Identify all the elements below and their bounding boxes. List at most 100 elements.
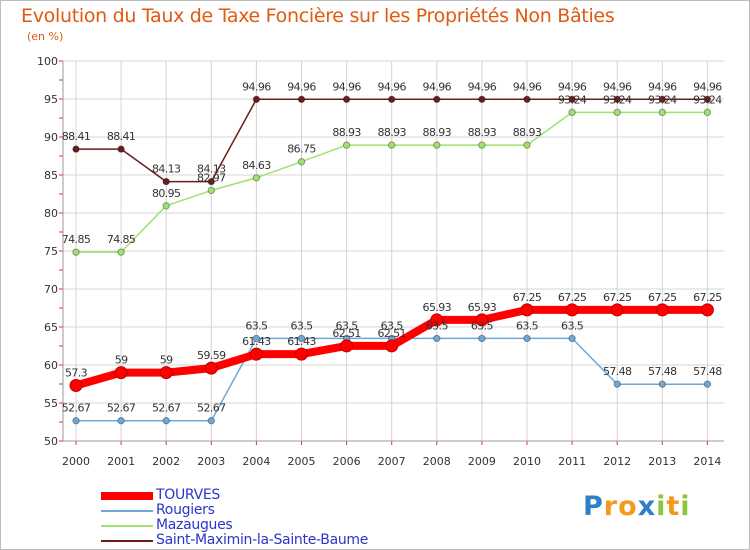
data-label-rougiers: 52.67	[107, 402, 136, 415]
data-point-mazaugues	[478, 141, 486, 149]
data-point-tourves	[565, 303, 579, 317]
data-label-mazaugues: 93.24	[603, 93, 632, 106]
data-label-saint-maximin-la-sainte-baume: 94.96	[558, 80, 587, 93]
data-point-rougiers	[613, 380, 621, 388]
data-point-rougiers	[117, 417, 125, 425]
data-label-saint-maximin-la-sainte-baume: 84.13	[197, 163, 226, 176]
data-point-saint-maximin-la-sainte-baume	[388, 95, 396, 104]
data-label-rougiers: 57.48	[648, 365, 677, 378]
data-label-tourves: 67.25	[648, 291, 677, 304]
data-point-mazaugues	[342, 141, 351, 149]
logo-letter: i	[680, 491, 691, 522]
data-point-mazaugues	[433, 141, 441, 149]
data-label-tourves: 61.43	[242, 335, 271, 348]
data-label-tourves: 59	[160, 354, 173, 367]
data-point-tourves	[655, 303, 669, 317]
data-point-saint-maximin-la-sainte-baume	[658, 95, 666, 104]
data-point-saint-maximin-la-sainte-baume	[72, 145, 80, 153]
data-point-tourves	[385, 339, 399, 353]
y-tick-label-75: 75	[44, 245, 58, 258]
data-point-saint-maximin-la-sainte-baume	[342, 95, 351, 104]
data-label-saint-maximin-la-sainte-baume: 94.96	[377, 80, 406, 93]
logo-letter: P	[583, 491, 604, 522]
data-point-tourves	[69, 379, 83, 393]
data-label-saint-maximin-la-sainte-baume: 94.96	[332, 80, 361, 93]
data-label-mazaugues: 88.93	[332, 126, 361, 139]
legend-label: Rougiers	[156, 502, 215, 518]
data-point-tourves	[114, 366, 128, 380]
data-label-rougiers: 57.48	[693, 365, 722, 378]
data-point-rougiers	[568, 334, 576, 343]
data-label-tourves: 67.25	[513, 291, 542, 304]
x-tick-label-2014: 2014	[693, 455, 721, 468]
data-label-rougiers: 63.5	[245, 319, 268, 332]
data-point-saint-maximin-la-sainte-baume	[252, 95, 261, 104]
series-group	[69, 95, 714, 425]
data-label-saint-maximin-la-sainte-baume: 94.96	[693, 80, 722, 93]
logo-letter: o	[618, 491, 638, 522]
data-point-mazaugues	[162, 202, 170, 210]
data-point-mazaugues	[388, 141, 396, 149]
x-tick-label-2005: 2005	[288, 455, 316, 468]
legend-label: TOURVES	[156, 487, 220, 503]
chart-unit-label: (en %)	[27, 30, 64, 43]
data-label-tourves: 67.25	[693, 291, 722, 304]
data-point-tourves	[610, 303, 624, 317]
data-point-mazaugues	[613, 108, 621, 117]
data-label-saint-maximin-la-sainte-baume: 94.96	[242, 80, 271, 93]
x-tick-label-2002: 2002	[152, 455, 180, 468]
data-point-tourves	[249, 347, 263, 361]
data-point-saint-maximin-la-sainte-baume	[478, 95, 486, 104]
data-label-mazaugues: 93.24	[558, 93, 587, 106]
data-label-tourves: 62.51	[377, 327, 406, 340]
data-point-saint-maximin-la-sainte-baume	[568, 95, 576, 104]
x-tick-label-2011: 2011	[558, 455, 586, 468]
x-tick-label-2003: 2003	[197, 455, 225, 468]
x-tick-label-2000: 2000	[62, 455, 90, 468]
legend-swatch	[101, 525, 153, 527]
data-point-saint-maximin-la-sainte-baume	[703, 95, 712, 104]
data-label-saint-maximin-la-sainte-baume: 88.41	[62, 130, 91, 143]
data-point-saint-maximin-la-sainte-baume	[523, 95, 531, 104]
data-point-rougiers	[162, 417, 170, 425]
data-label-saint-maximin-la-sainte-baume: 94.96	[423, 80, 452, 93]
data-point-mazaugues	[523, 141, 531, 149]
data-point-rougiers	[478, 334, 486, 343]
data-label-saint-maximin-la-sainte-baume: 94.96	[513, 80, 542, 93]
data-point-rougiers	[523, 334, 531, 343]
x-tick-label-2006: 2006	[333, 455, 361, 468]
logo-letter: i	[656, 491, 667, 522]
data-point-rougiers	[207, 417, 216, 425]
chart-title: Evolution du Taux de Taxe Foncière sur l…	[21, 5, 615, 27]
data-label-mazaugues: 74.85	[62, 233, 91, 246]
x-tick-label-2001: 2001	[107, 455, 135, 468]
data-point-tourves	[295, 347, 308, 361]
axes: 50 55 60 65 70 75 80 85 90 95 100 2000 2001 2002 2003 2…	[37, 55, 724, 468]
x-tick-label-2012: 2012	[603, 455, 631, 468]
legend-swatch	[101, 510, 153, 512]
data-label-mazaugues: 80.95	[152, 187, 181, 200]
data-point-rougiers	[658, 380, 666, 388]
y-tick-label-70: 70	[44, 283, 58, 296]
data-point-mazaugues	[568, 108, 576, 117]
x-tick-label-2008: 2008	[423, 455, 451, 468]
data-point-mazaugues	[703, 108, 712, 117]
data-label-saint-maximin-la-sainte-baume: 84.13	[152, 163, 181, 176]
gridlines	[63, 60, 724, 442]
data-point-mazaugues	[658, 108, 666, 117]
data-label-mazaugues: 84.63	[242, 159, 271, 172]
legend-label: Mazaugues	[156, 517, 233, 533]
data-label-rougiers: 63.5	[471, 319, 494, 332]
data-point-rougiers	[297, 334, 306, 343]
data-point-saint-maximin-la-sainte-baume	[297, 95, 306, 104]
data-label-mazaugues: 88.93	[377, 126, 406, 139]
data-label-rougiers: 52.67	[152, 402, 181, 415]
logo-letter: x	[637, 491, 657, 522]
data-label-mazaugues: 88.93	[468, 126, 497, 139]
data-point-saint-maximin-la-sainte-baume	[162, 177, 170, 186]
data-label-mazaugues: 88.93	[423, 126, 452, 139]
proxiti-logo: Proxiti	[583, 491, 691, 522]
data-label-rougiers: 63.5	[516, 319, 539, 332]
data-label-saint-maximin-la-sainte-baume: 88.41	[107, 130, 136, 143]
